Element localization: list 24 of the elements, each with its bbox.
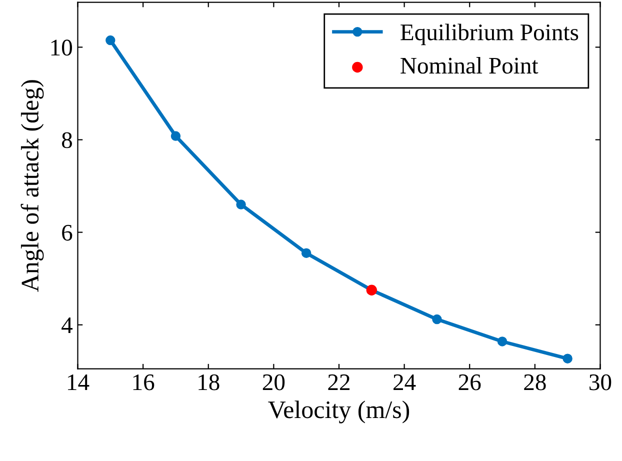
x-tick-label: 24 — [394, 374, 416, 390]
x-tick-label: 16 — [133, 374, 154, 390]
point — [170, 131, 181, 141]
y-tick-label: 10 — [51, 40, 72, 56]
legend-label: Nominal Point — [400, 57, 538, 74]
y-tick-label: 4 — [62, 317, 73, 334]
x-tick-label: 18 — [198, 374, 220, 390]
x-tick-label: 28 — [524, 374, 546, 390]
point — [497, 336, 508, 346]
legend-label: Equilibrium Points — [400, 24, 578, 46]
point — [432, 314, 442, 324]
y-tick-label: 6 — [62, 224, 72, 241]
point — [106, 35, 116, 46]
x-axis-title: Velocity (m/s) — [268, 400, 410, 424]
y-axis-title: Angle of attack (deg) — [20, 80, 44, 292]
point — [301, 248, 312, 258]
x-tick-label: 14 — [68, 374, 90, 390]
x-tick-label: 22 — [328, 374, 350, 390]
x-tick-label: 20 — [262, 374, 285, 390]
point — [236, 200, 246, 210]
x-tick-label: 26 — [458, 374, 481, 390]
point — [562, 354, 572, 364]
y-tick-label: 8 — [62, 132, 72, 148]
x-tick-label: 30 — [590, 374, 612, 390]
